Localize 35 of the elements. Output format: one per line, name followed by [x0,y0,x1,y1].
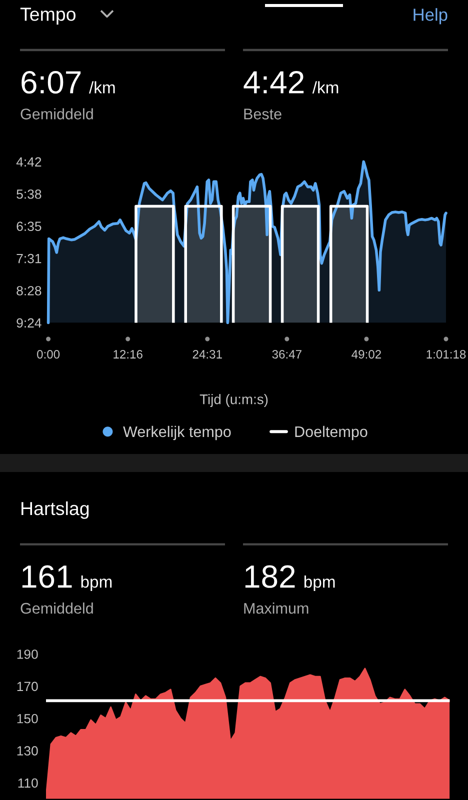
y-tick-label: 170 [17,682,38,692]
text: Gemiddeld [20,602,93,614]
text: bpm [304,576,335,592]
text: 6:07 [22,70,81,94]
y-tick-label: 9:24 [16,318,42,328]
x-tick-label: 0:00 [37,350,60,359]
x-tick-label: 49:02 [352,350,381,359]
text: Maximum [244,602,308,614]
text: /km [89,81,115,94]
text: 182 [245,565,295,588]
x-tick-label: 24:31 [192,350,222,359]
legend-label: Doeltempo [295,426,368,440]
x-tick-label: 12:16 [114,350,142,359]
legend-label: Werkelijk tempo [123,426,231,440]
x-tick-label: 36:47 [272,350,302,359]
text: Help [414,8,448,24]
text: /km [312,81,338,94]
y-tick-label: 190 [17,650,38,659]
y-tick-label: 8:28 [16,286,42,296]
chart-title: Tempo [20,8,76,25]
x-axis-title: Tijd (u:m:s) [200,394,268,407]
text: Gemiddeld [20,108,93,120]
y-tick-label: 130 [17,746,38,756]
chart-title: Hartslag [22,501,89,519]
y-tick-label: 7:31 [16,254,42,264]
x-tick-label: 1:01:18 [426,350,466,359]
y-tick-label: 110 [18,778,38,788]
y-tick-label: 4:42 [16,157,42,166]
text: 4:42 [244,70,304,94]
y-tick-label: 150 [17,714,38,724]
text: bpm [81,576,112,592]
y-tick-label: 6:35 [16,222,42,232]
text: Beste [244,108,282,120]
text: 161 [22,565,72,588]
y-tick-label: 5:38 [16,189,42,199]
